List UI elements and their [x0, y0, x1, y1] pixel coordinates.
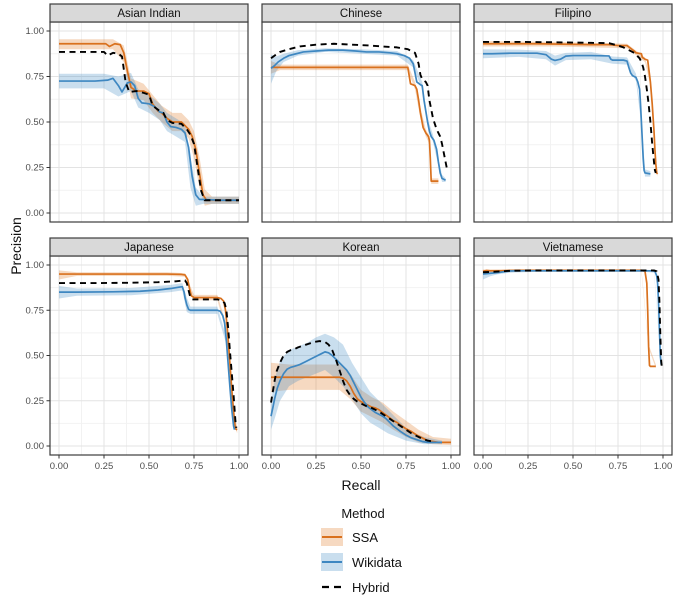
legend-key-hybrid-icon — [321, 578, 343, 596]
y-axis-tick-label: 0.00 — [26, 441, 45, 452]
facet-title: Vietnamese — [543, 242, 604, 254]
hybrid-line — [483, 40, 657, 174]
facet-strip — [261, 3, 461, 23]
ssa-ribbon — [271, 362, 451, 446]
panel-japanese: Japanese 0.00 0.25 0.50 0.75 1.00 0.00 0.25 0.50… — [26, 237, 249, 472]
legend-key-swatch — [322, 585, 342, 589]
legend: Method SSA Wikidata Hybrid — [321, 506, 481, 603]
wikidata-line — [59, 77, 239, 202]
legend-key-swatch — [321, 528, 343, 546]
x-axis-tick-label: 1.00 — [442, 461, 461, 472]
x-axis-tick-label: 0.00 — [262, 461, 281, 472]
wikidata-line — [483, 52, 651, 175]
ssa-line — [271, 66, 439, 182]
legend-label: Hybrid — [352, 579, 390, 595]
x-axis-tick-label: 0.00 — [50, 461, 69, 472]
facet-strip — [49, 3, 249, 23]
hybrid-line — [59, 50, 239, 202]
ssa-ribbon — [483, 41, 658, 177]
x-axis-tick-label: 1.00 — [230, 461, 249, 472]
y-axis-tick-label: 0.25 — [26, 396, 45, 407]
plot-panels-area: Asian Indian 0.00 0.25 0.50 0.75 1.00 Chinese F… — [26, 3, 673, 472]
facet-title: Asian Indian — [117, 8, 180, 20]
x-axis-tick-label: 0.75 — [397, 461, 416, 472]
legend-item-wikidata: Wikidata — [321, 553, 481, 571]
panel-korean: Korean 0.00 0.25 0.50 0.75 1.00 — [261, 237, 461, 472]
x-axis-title: Recall — [341, 477, 381, 493]
panel-filipino: Filipino — [473, 3, 673, 223]
y-axis-tick-label: 0.75 — [26, 72, 45, 83]
facet-title: Japanese — [124, 242, 174, 254]
panel-chinese: Chinese — [261, 3, 461, 223]
wikidata-ribbon — [59, 72, 239, 206]
hybrid-line — [482, 269, 664, 371]
wikidata-line — [270, 49, 446, 181]
legend-key-wikidata-icon — [321, 553, 343, 571]
x-axis-tick-label: 0.25 — [95, 461, 114, 472]
hybrid-line — [270, 340, 434, 443]
hybrid-line — [270, 42, 449, 172]
facet-strip — [49, 237, 249, 257]
legend-label: SSA — [352, 529, 379, 545]
facet-strip — [261, 237, 461, 257]
legend-items: SSA Wikidata Hybrid — [321, 528, 481, 596]
legend-key-swatch — [321, 553, 343, 571]
panel-asian-indian: Asian Indian 0.00 0.25 0.50 0.75 1.00 — [26, 3, 249, 223]
wikidata-line — [59, 285, 236, 430]
legend-item-hybrid: Hybrid — [321, 578, 481, 596]
y-axis-tick-label: 0.50 — [26, 117, 45, 128]
pr-curves-svg: Asian Indian 0.00 0.25 0.50 0.75 1.00 Chinese F… — [26, 3, 673, 472]
x-axis-tick-label: 0.75 — [185, 461, 204, 472]
facet-title: Chinese — [340, 8, 382, 20]
facet-title: Filipino — [555, 8, 591, 20]
x-axis-tick-label: 0.50 — [352, 461, 371, 472]
legend-title: Method — [341, 506, 385, 521]
y-axis-tick-label: 0.00 — [26, 208, 45, 219]
y-axis-tick-label: 0.25 — [26, 163, 45, 174]
y-axis-tick-label: 1.00 — [26, 260, 45, 271]
x-axis-tick-label: 0.50 — [140, 461, 159, 472]
facet-title: Korean — [342, 242, 379, 254]
x-axis-tick-label: 0.50 — [564, 461, 583, 472]
facet-strip — [473, 3, 673, 23]
legend-key-ssa-icon — [321, 528, 343, 546]
y-axis-title: Precision — [8, 217, 24, 275]
ssa-line — [59, 273, 238, 431]
legend-label: Wikidata — [352, 554, 402, 570]
y-axis-tick-label: 1.00 — [26, 26, 45, 37]
hybrid-line — [59, 279, 238, 429]
x-axis-tick-label: 0.25 — [519, 461, 538, 472]
y-axis-tick-label: 0.75 — [26, 305, 45, 316]
y-axis-tick-label: 0.50 — [26, 351, 45, 362]
x-axis-tick-label: 1.00 — [654, 461, 673, 472]
wikidata-line — [270, 351, 442, 444]
x-axis-tick-label: 0.25 — [307, 461, 326, 472]
legend-item-ssa: SSA — [321, 528, 481, 546]
x-axis-tick-label: 0.75 — [609, 461, 628, 472]
x-axis-tick-label: 0.00 — [474, 461, 493, 472]
facet-strip — [473, 237, 673, 257]
panel-vietnamese: Vietnamese 0.00 0.25 0.50 0.75 1.00 — [473, 237, 673, 472]
